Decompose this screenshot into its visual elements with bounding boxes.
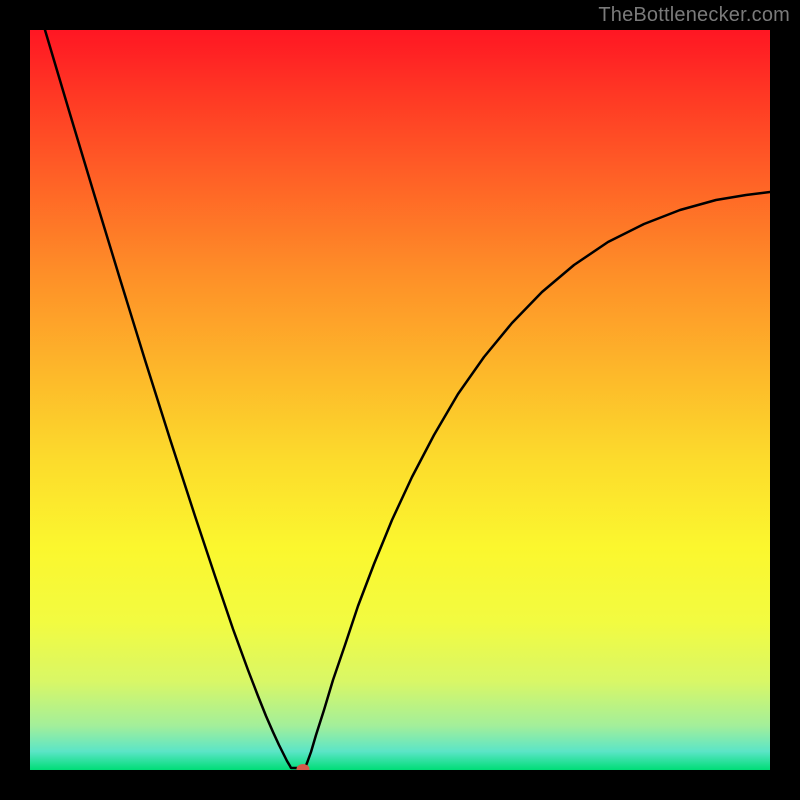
chart-container: TheBottlenecker.com <box>0 0 800 800</box>
gradient-plot-area <box>30 30 770 770</box>
watermark-text: TheBottlenecker.com <box>598 4 790 27</box>
bottleneck-chart <box>0 0 800 800</box>
